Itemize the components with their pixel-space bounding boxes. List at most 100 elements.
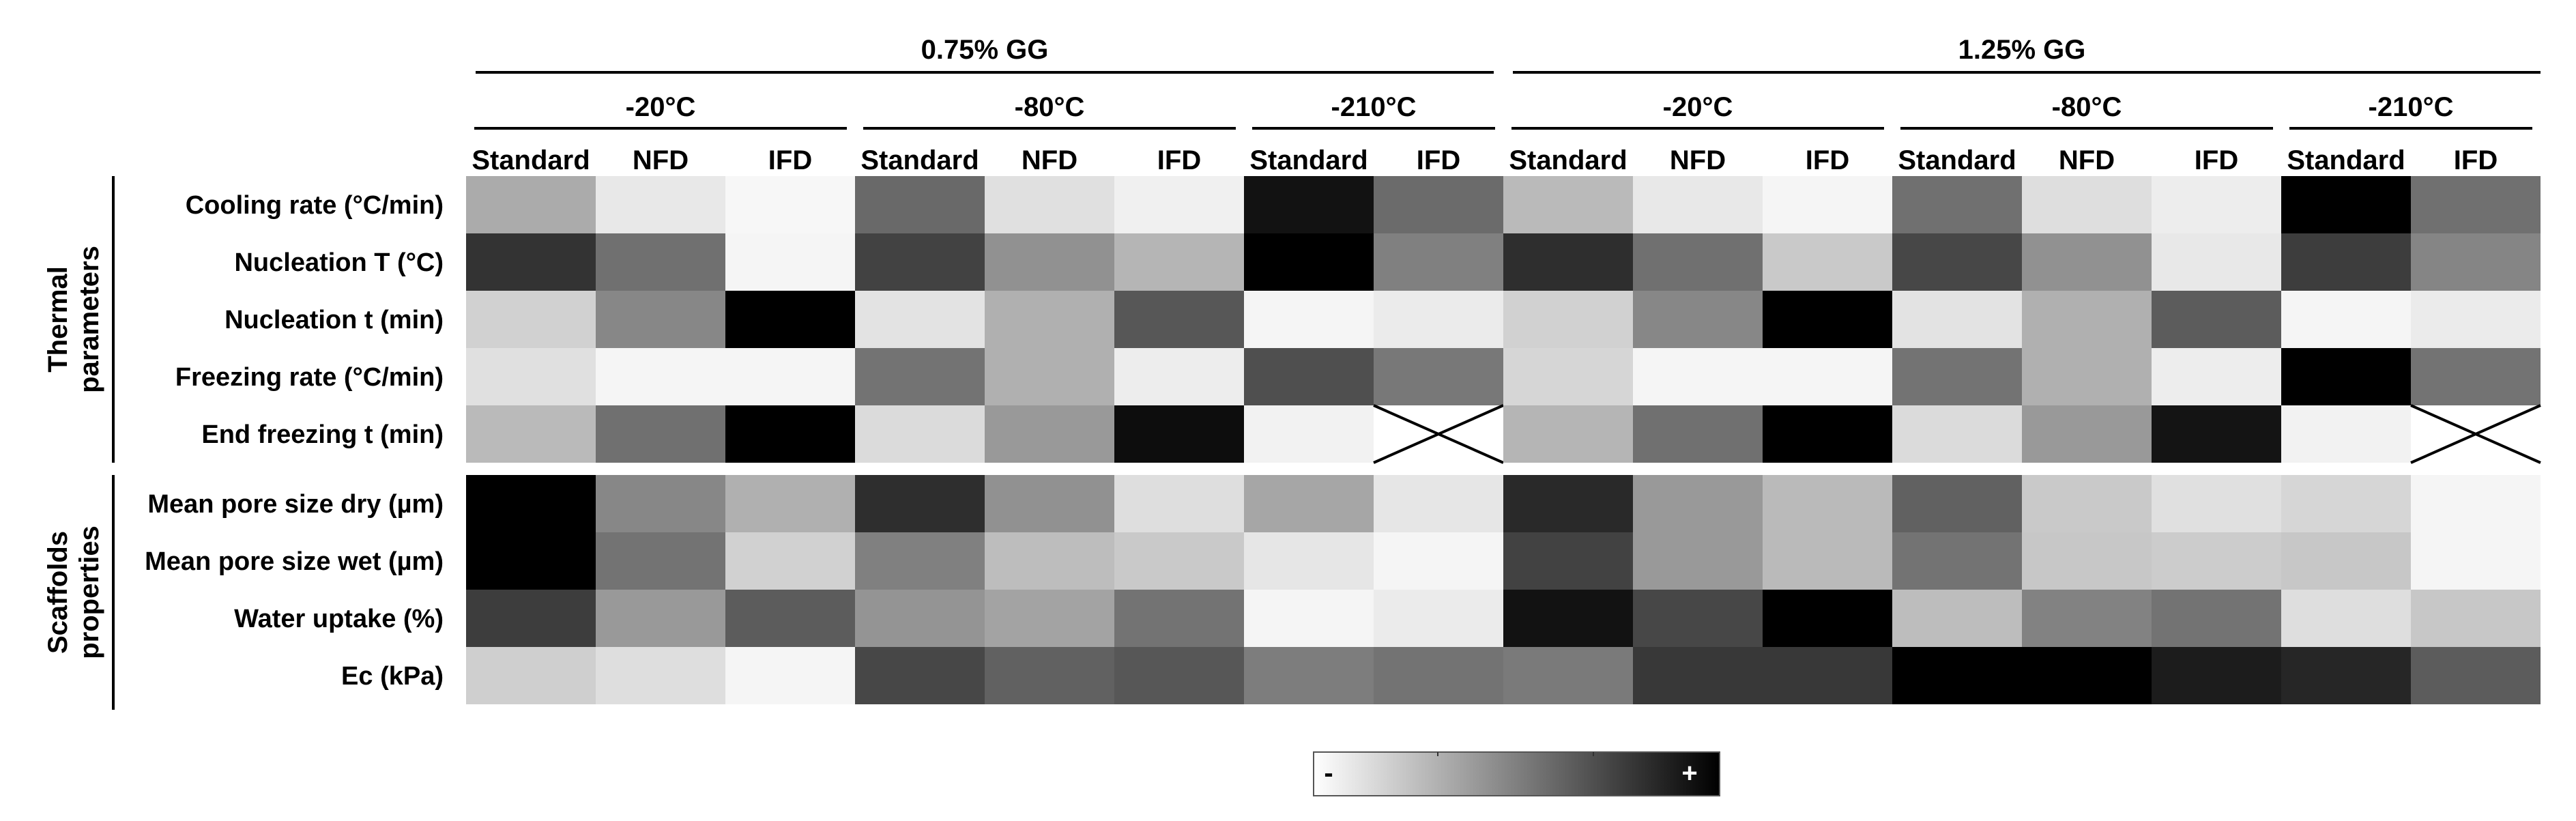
temperature-header: -20°C [626,92,696,122]
heatmap-cell [1503,348,1633,405]
heatmap-cell [2411,475,2541,532]
heatmap-cells [466,176,2541,704]
heatmap-cell [2152,532,2281,590]
heatmap-cell [1892,176,2022,233]
column-headers: 0.75% GG 1.25% GG -20°C -80°C -210°C -20°C -80… [472,35,2541,175]
method-header: IFD [768,145,812,175]
heatmap-cell [1114,405,1244,463]
heatmap-cell [985,532,1114,590]
temperature-header: -20°C [1663,92,1733,122]
row-label: Nucleation T (°C) [234,248,444,277]
heatmap-cell [855,647,985,704]
heatmap-cell [2022,647,2152,704]
heatmap-cell [1244,590,1374,647]
heatmap-cell [596,291,725,348]
heatmap-cell [985,647,1114,704]
heatmap-cell [855,475,985,532]
method-header: NFD [1022,145,1077,175]
temperature-header: -210°C [1331,92,1417,122]
heatmap-cell [2022,176,2152,233]
row-label: End freezing t (min) [201,420,444,449]
heatmap-cell [2022,590,2152,647]
heatmap-cell [2411,233,2541,291]
heatmap-cell [1374,590,1503,647]
heatmap-cell [725,532,855,590]
heatmap-cell [2022,291,2152,348]
heatmap-cell [596,233,725,291]
heatmap-cell [466,233,596,291]
heatmap-cell [2281,475,2411,532]
heatmap-cell [466,647,596,704]
method-header: Standard [2287,145,2405,175]
heatmap-cell [1633,647,1763,704]
heatmap-cell [2411,291,2541,348]
heatmap-cell [2281,405,2411,463]
method-header: Standard [1898,145,2016,175]
na-cross-line [1373,404,1504,464]
heatmap-cell [2152,291,2281,348]
heatmap-cell [725,176,855,233]
heatmap-cell [596,647,725,704]
heatmap-cell [1114,647,1244,704]
heatmap-cell [2022,475,2152,532]
heatmap-cell [1633,532,1763,590]
heatmap-cell [985,176,1114,233]
heatmap-cell [1892,348,2022,405]
heatmap-cell [466,291,596,348]
heatmap-cell [2411,647,2541,704]
row-label: Water uptake (%) [234,605,444,633]
heatmap-cell [1244,405,1374,463]
heatmap-cell [1244,176,1374,233]
heatmap-cell [1633,176,1763,233]
heatmap-cell [1374,647,1503,704]
heatmap-cell [1763,176,1892,233]
heatmap-cell [855,532,985,590]
heatmap-cell [1503,532,1633,590]
heatmap-cell [1374,291,1503,348]
method-header: Standard [860,145,979,175]
heatmap-cell [2411,176,2541,233]
row-group-label: Thermalparameters [43,246,104,393]
heatmap-cell [725,590,855,647]
heatmap-cell [985,590,1114,647]
heatmap-cell [466,475,596,532]
heatmap-cell [1892,647,2022,704]
heatmap-cell [2152,647,2281,704]
colorbar-gradient [1313,751,1720,796]
heatmap-cell [2152,590,2281,647]
heatmap-cell [466,532,596,590]
heatmap-cell [1244,475,1374,532]
heatmap-cell [596,590,725,647]
row-label: Mean pore size dry (µm) [147,490,444,519]
heatmap-cell [985,475,1114,532]
heatmap-cell [725,291,855,348]
heatmap-cell [1763,348,1892,405]
temperature-header: -80°C [1015,92,1085,122]
row-group-label: Scaffoldsproperties [43,525,104,659]
na-cross-line [2410,404,2541,464]
heatmap-cell [466,405,596,463]
method-header: IFD [1157,145,1201,175]
row-label: Ec (kPa) [341,662,444,691]
heatmap-cell [985,233,1114,291]
heatmap-cell [1633,405,1763,463]
group-header: 0.75% GG [921,35,1049,65]
method-header: NFD [2059,145,2115,175]
heatmap-cell [1503,475,1633,532]
heatmap-cell [1244,348,1374,405]
heatmap-cell [2152,348,2281,405]
heatmap-cell [1503,647,1633,704]
heatmap-cell [1114,233,1244,291]
heatmap-cell [1763,475,1892,532]
heatmap-cell [1892,590,2022,647]
heatmap-cell [2281,647,2411,704]
heatmap-cell [1892,475,2022,532]
heatmap-cell [2411,348,2541,405]
row-label: Nucleation t (min) [225,306,444,334]
heatmap-cell [855,590,985,647]
heatmap-cell [1763,532,1892,590]
heatmap-cell [1244,291,1374,348]
heatmap-cell [725,233,855,291]
heatmap-cell [2281,590,2411,647]
heatmap-cell [1114,590,1244,647]
